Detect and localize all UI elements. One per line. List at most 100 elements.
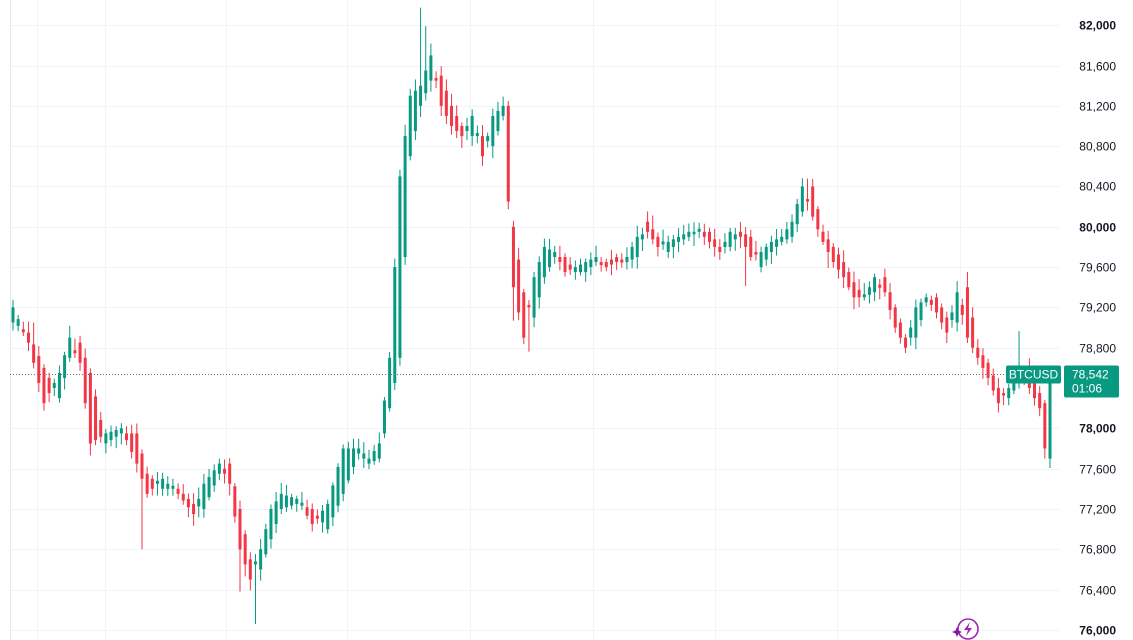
candle-body [826, 239, 830, 252]
candle-body [780, 236, 784, 242]
candle-body [408, 95, 412, 157]
candle-body [620, 259, 624, 263]
candle-body [32, 344, 36, 363]
price-axis[interactable]: 82,000 81,600 81,200 80,800 80,400 80,000 79,6… [1079, 19, 1116, 638]
candle-body [501, 105, 505, 116]
candle-body [223, 468, 227, 474]
candle-body [904, 337, 908, 348]
candle-body [563, 257, 567, 273]
candle-body [233, 486, 237, 517]
plot-area[interactable] [0, 0, 1060, 640]
candle-body [986, 362, 990, 378]
candle-body [630, 246, 634, 260]
candle-body [965, 287, 969, 338]
candle-body [496, 110, 500, 132]
candle-body [130, 433, 134, 452]
candle-body [831, 246, 835, 263]
candle-body [315, 515, 319, 519]
candle-body [439, 75, 443, 106]
candle-body [1043, 403, 1047, 449]
candle-body [109, 431, 113, 441]
price-tick-label: 80,000 [1079, 221, 1116, 235]
candle-body [460, 125, 464, 137]
candle-body [398, 176, 402, 358]
candle-body [279, 493, 283, 509]
candle-body [929, 299, 933, 305]
candle-body [775, 239, 779, 247]
candle-body [26, 332, 30, 343]
candle-body [155, 480, 159, 484]
candle-body [78, 342, 82, 363]
candle-body [99, 419, 103, 437]
price-tick-label: 77,200 [1079, 503, 1116, 517]
candle-body [202, 483, 206, 509]
candle-body [393, 267, 397, 383]
candle-body [548, 249, 552, 268]
candle-body [909, 327, 913, 338]
candle-body [589, 259, 593, 268]
candle-body [635, 236, 639, 258]
candle-body [125, 433, 129, 441]
candle-body [176, 488, 180, 494]
candle-body [73, 350, 77, 354]
candle-body [738, 231, 742, 237]
candle-body [150, 478, 154, 489]
lightning-icon[interactable] [952, 618, 979, 640]
candle-body [248, 559, 252, 580]
candle-body [321, 510, 325, 523]
candle-body [424, 70, 428, 94]
candle-body [217, 463, 221, 474]
candle-body [511, 226, 515, 288]
candle-body [145, 473, 149, 494]
candle-body [506, 105, 510, 202]
candle-body [996, 388, 1000, 404]
candle-body [57, 372, 61, 399]
candle-body [532, 277, 536, 318]
price-tick-label: 76,400 [1079, 584, 1116, 598]
candle-body [413, 90, 417, 132]
candle-body [888, 292, 892, 310]
last-price-badge: 78,542 01:06 [1064, 365, 1119, 398]
candle-body [465, 125, 469, 132]
price-tick-label: 79,200 [1079, 301, 1116, 315]
candle-body [651, 229, 655, 240]
candle-body [697, 228, 701, 232]
candle-body [754, 251, 758, 255]
price-tick-label: 81,200 [1079, 100, 1116, 114]
candle-body [104, 433, 108, 444]
candle-body [744, 234, 748, 247]
price-tick-label: 80,400 [1079, 180, 1116, 194]
candle-body [382, 400, 386, 434]
candle-body [63, 355, 67, 378]
candle-body [898, 322, 902, 338]
candle-body [1033, 380, 1037, 399]
candle-body [924, 297, 928, 303]
candle-body [584, 262, 588, 273]
candle-body [341, 448, 345, 494]
candle-body [604, 262, 608, 268]
candle-body [671, 239, 675, 247]
candle-body [955, 292, 959, 323]
symbol-label: BTCUSD [1009, 368, 1059, 382]
candle-body [161, 478, 165, 489]
candle-body [666, 241, 670, 252]
symbol-badge: BTCUSD [1006, 365, 1061, 384]
candle-body [352, 448, 356, 467]
candle-body [878, 284, 882, 288]
candle-body [852, 282, 856, 298]
candle-body [171, 485, 175, 489]
candle-body [491, 115, 495, 147]
candle-body [991, 375, 995, 391]
candle-body [599, 262, 603, 266]
candle-body [429, 55, 433, 81]
candle-body [811, 186, 815, 217]
price-tick-label: 80,800 [1079, 140, 1116, 154]
candle-body [336, 466, 340, 506]
candle-body [274, 501, 278, 525]
candle-body [295, 498, 299, 504]
price-tick-label: 82,000 [1079, 19, 1116, 33]
candle-body [976, 347, 980, 358]
candle-body [372, 451, 376, 462]
candle-body [806, 199, 810, 202]
